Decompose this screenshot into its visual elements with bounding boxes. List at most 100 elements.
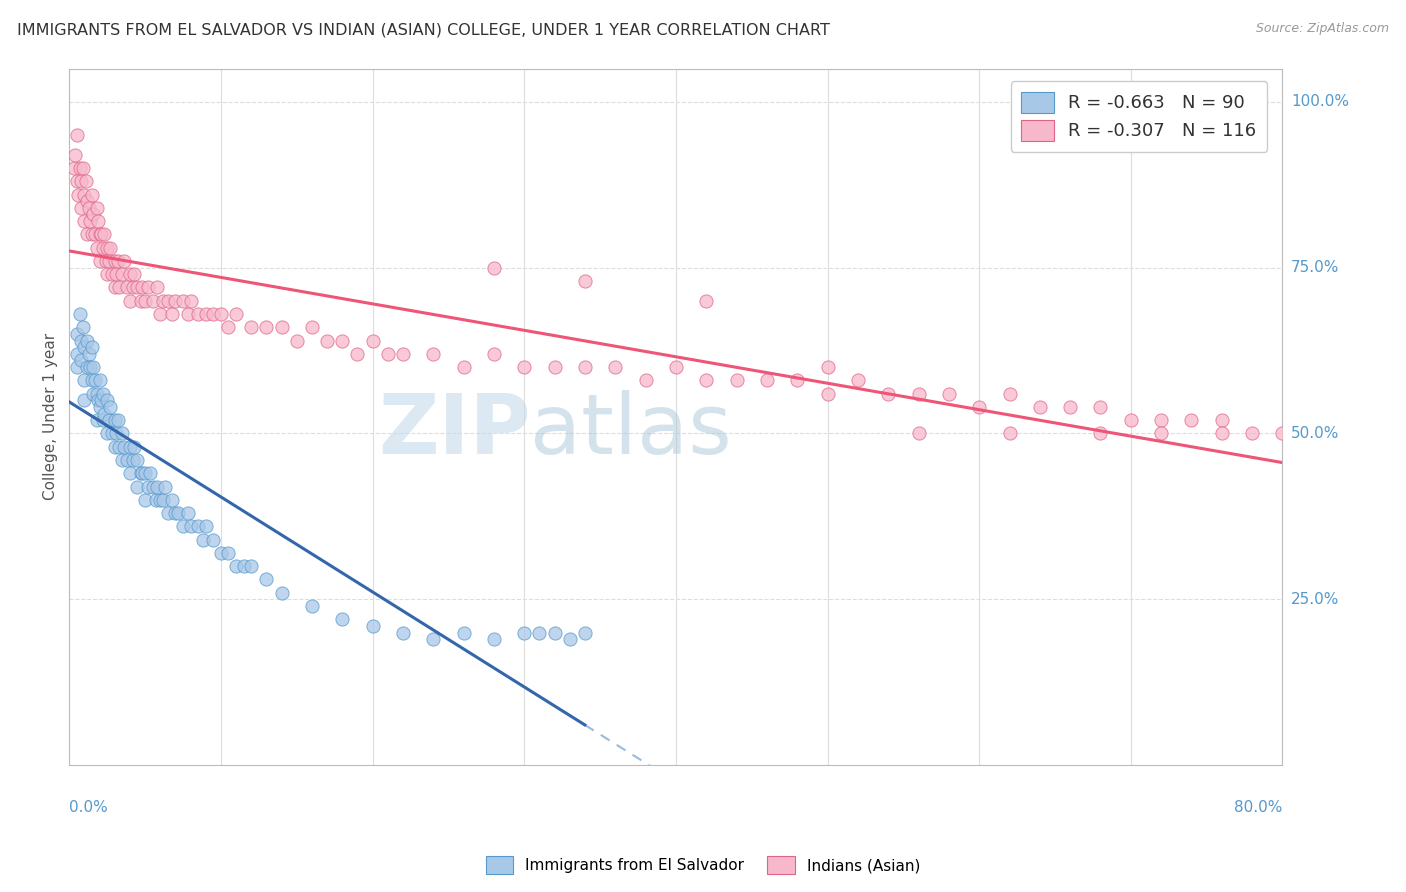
Point xyxy=(118,267,141,281)
Point xyxy=(97,254,120,268)
Point xyxy=(66,128,89,142)
Point xyxy=(1150,426,1173,441)
Point xyxy=(91,386,114,401)
Point xyxy=(70,201,93,215)
Point xyxy=(1241,426,1264,441)
Point xyxy=(111,453,134,467)
Point xyxy=(104,440,127,454)
Point xyxy=(172,519,194,533)
Point xyxy=(122,280,145,294)
Point xyxy=(543,625,565,640)
Point xyxy=(817,386,839,401)
Point xyxy=(124,267,146,281)
Point xyxy=(136,280,159,294)
Point xyxy=(76,194,98,209)
Point xyxy=(80,187,103,202)
Point xyxy=(67,187,90,202)
Point xyxy=(82,360,104,375)
Point xyxy=(70,353,93,368)
Point xyxy=(145,492,167,507)
Point xyxy=(136,479,159,493)
Point xyxy=(80,340,103,354)
Point xyxy=(172,293,194,308)
Point xyxy=(665,360,688,375)
Point xyxy=(209,546,232,560)
Point xyxy=(93,407,115,421)
Point xyxy=(134,492,156,507)
Point xyxy=(96,241,118,255)
Point xyxy=(574,274,596,288)
Point xyxy=(187,307,209,321)
Point xyxy=(1090,426,1112,441)
Point xyxy=(93,227,115,242)
Point xyxy=(98,400,121,414)
Point xyxy=(89,227,111,242)
Point xyxy=(94,254,117,268)
Point xyxy=(162,492,184,507)
Point xyxy=(138,467,160,481)
Point xyxy=(1211,426,1233,441)
Point xyxy=(634,373,657,387)
Point xyxy=(86,241,108,255)
Point xyxy=(127,453,149,467)
Point xyxy=(998,426,1021,441)
Point xyxy=(129,293,152,308)
Text: 0.0%: 0.0% xyxy=(69,800,108,815)
Point xyxy=(100,267,122,281)
Point xyxy=(1059,400,1081,414)
Point xyxy=(907,386,929,401)
Point xyxy=(142,479,165,493)
Text: Source: ZipAtlas.com: Source: ZipAtlas.com xyxy=(1256,22,1389,36)
Point xyxy=(72,161,94,175)
Point xyxy=(111,267,134,281)
Point xyxy=(422,347,444,361)
Point xyxy=(180,293,202,308)
Point xyxy=(254,573,277,587)
Point xyxy=(907,426,929,441)
Point xyxy=(1150,413,1173,427)
Point xyxy=(107,413,129,427)
Point xyxy=(1119,413,1142,427)
Point xyxy=(176,506,198,520)
Point xyxy=(270,320,292,334)
Point xyxy=(77,201,100,215)
Point xyxy=(65,148,87,162)
Point xyxy=(270,585,292,599)
Point xyxy=(111,426,134,441)
Point xyxy=(118,440,141,454)
Point xyxy=(112,440,135,454)
Point xyxy=(180,519,202,533)
Point xyxy=(817,360,839,375)
Point xyxy=(202,307,225,321)
Point xyxy=(134,467,156,481)
Point xyxy=(316,334,339,348)
Point xyxy=(76,227,98,242)
Point xyxy=(217,320,239,334)
Point xyxy=(107,254,129,268)
Point xyxy=(755,373,778,387)
Point xyxy=(87,393,110,408)
Point xyxy=(122,453,145,467)
Point xyxy=(131,280,153,294)
Point xyxy=(605,360,627,375)
Point xyxy=(1180,413,1202,427)
Legend: R = -0.663   N = 90, R = -0.307   N = 116: R = -0.663 N = 90, R = -0.307 N = 116 xyxy=(1011,81,1267,152)
Point xyxy=(725,373,748,387)
Point xyxy=(513,625,536,640)
Point xyxy=(70,334,93,348)
Point xyxy=(96,267,118,281)
Point xyxy=(225,559,247,574)
Text: 50.0%: 50.0% xyxy=(1291,426,1339,441)
Point xyxy=(127,280,149,294)
Point xyxy=(361,619,384,633)
Point xyxy=(786,373,808,387)
Point xyxy=(149,307,172,321)
Point xyxy=(69,161,91,175)
Text: 75.0%: 75.0% xyxy=(1291,260,1339,275)
Point xyxy=(72,320,94,334)
Point xyxy=(104,280,127,294)
Point xyxy=(152,293,174,308)
Text: 100.0%: 100.0% xyxy=(1291,95,1348,109)
Point xyxy=(91,241,114,255)
Point xyxy=(142,293,165,308)
